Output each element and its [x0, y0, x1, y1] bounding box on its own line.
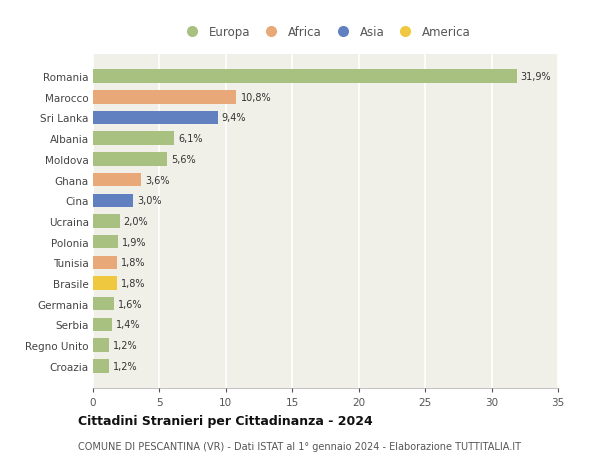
Text: Cittadini Stranieri per Cittadinanza - 2024: Cittadini Stranieri per Cittadinanza - 2…: [78, 414, 373, 428]
Text: 3,0%: 3,0%: [137, 196, 161, 206]
Bar: [93, 297, 114, 311]
Legend: Europa, Africa, Asia, America: Europa, Africa, Asia, America: [176, 21, 475, 44]
Bar: [93, 318, 112, 331]
Bar: [93, 256, 117, 269]
Text: 1,2%: 1,2%: [113, 341, 137, 350]
Text: 1,8%: 1,8%: [121, 279, 145, 288]
Text: 1,8%: 1,8%: [121, 258, 145, 268]
Text: 1,9%: 1,9%: [122, 237, 147, 247]
Text: 6,1%: 6,1%: [178, 134, 203, 144]
Bar: [93, 91, 236, 104]
Text: 1,6%: 1,6%: [118, 299, 143, 309]
Bar: [93, 359, 109, 373]
Text: 3,6%: 3,6%: [145, 175, 169, 185]
Text: 5,6%: 5,6%: [172, 155, 196, 164]
Text: 10,8%: 10,8%: [241, 93, 271, 102]
Bar: [93, 132, 174, 146]
Bar: [93, 194, 133, 207]
Text: 2,0%: 2,0%: [124, 217, 148, 226]
Bar: [93, 70, 517, 84]
Bar: [93, 215, 119, 228]
Bar: [93, 153, 167, 166]
Bar: [93, 277, 117, 290]
Bar: [93, 339, 109, 352]
Bar: [93, 235, 118, 249]
Text: 9,4%: 9,4%: [222, 113, 247, 123]
Text: 1,4%: 1,4%: [116, 320, 140, 330]
Bar: [93, 174, 141, 187]
Text: 31,9%: 31,9%: [521, 72, 551, 82]
Text: 1,2%: 1,2%: [113, 361, 137, 371]
Bar: [93, 112, 218, 125]
Text: COMUNE DI PESCANTINA (VR) - Dati ISTAT al 1° gennaio 2024 - Elaborazione TUTTITA: COMUNE DI PESCANTINA (VR) - Dati ISTAT a…: [78, 441, 521, 451]
